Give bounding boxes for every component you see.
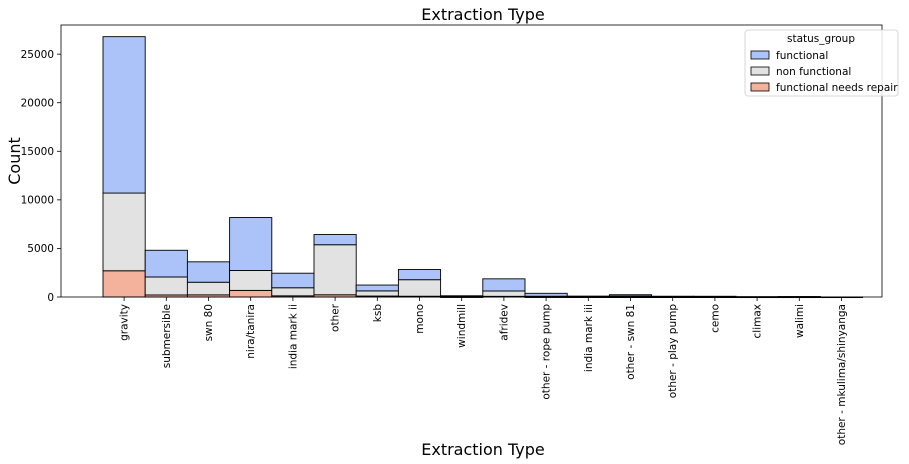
legend-label-functional-needs-repair: functional needs repair [776, 82, 898, 94]
bar-functional-6 [355, 284, 399, 292]
bar-non-functional-2 [186, 281, 231, 296]
y-tick-label: 15000 [21, 146, 54, 158]
y-tick-label: 0 [47, 292, 54, 304]
x-tick-label: mono [414, 304, 426, 334]
x-tick-label: ksb [372, 304, 384, 323]
bar-functional-1 [144, 249, 188, 278]
bar-functional-needs-repair-3 [229, 289, 273, 298]
bar-non-functional-1 [144, 276, 188, 296]
y-tick-label: 10000 [21, 195, 54, 207]
bar-functional-10 [524, 292, 568, 297]
legend-label-non-functional: non functional [776, 66, 851, 78]
bar-non-functional-5 [313, 244, 357, 296]
x-tick-label: swn 80 [203, 304, 215, 341]
bar-functional-4 [271, 272, 315, 289]
chart-title: Extraction Type [421, 5, 545, 24]
bar-functional-12 [608, 294, 653, 297]
x-tick-label: cemo [709, 304, 721, 333]
bar-non-functional-4 [271, 287, 315, 297]
x-axis: gravity submersible swn 80 nira/tanira india… [119, 297, 848, 445]
bar-functional-2 [186, 261, 231, 283]
legend-box [744, 29, 899, 97]
x-tick-label: india mark iii [583, 304, 595, 372]
x-tick-label: nira/tanira [245, 304, 257, 359]
x-tick-label: afridev [498, 304, 510, 341]
legend-title: status_group [787, 33, 855, 45]
x-tick-label: other - mkulima/shinyanga [836, 304, 848, 445]
y-tick-label: 20000 [21, 98, 54, 110]
bar-functional-5 [313, 234, 357, 246]
legend-swatch-functional [750, 50, 770, 60]
legend: status_group functional non functional fun… [744, 29, 899, 97]
bar-functional-3 [229, 217, 273, 271]
x-axis-label: Extraction Type [421, 440, 545, 459]
legend-swatch-non-functional [750, 66, 770, 76]
bar-non-functional-6 [355, 290, 399, 297]
x-tick-label: other - rope pump [541, 304, 553, 400]
legend-label-functional: functional [776, 50, 828, 62]
x-tick-label: gravity [119, 304, 131, 341]
x-tick-label: other - swn 81 [625, 304, 637, 380]
bar-functional-needs-repair-0 [102, 270, 146, 298]
x-tick-label: climax [752, 304, 764, 338]
bar-functional-9 [482, 278, 526, 292]
x-tick-label: other - play pump [667, 304, 679, 399]
x-tick-label: walimi [794, 304, 806, 338]
bar-functional-8 [440, 295, 484, 297]
y-tick-label: 25000 [21, 49, 54, 61]
x-tick-label: windmill [456, 304, 468, 348]
bar-functional-0 [102, 36, 146, 194]
x-tick-label: submersible [161, 304, 173, 368]
plot-frame [60, 24, 883, 298]
x-tick-label: other [330, 303, 342, 332]
legend-swatch-functional-needs-repair [750, 82, 770, 92]
y-axis: 0 5000 10000 15000 20000 25000 [21, 49, 61, 304]
y-axis-label: Count [5, 137, 24, 185]
bar-non-functional-9 [482, 290, 526, 297]
bars-group [102, 36, 864, 299]
bar-non-functional-3 [229, 270, 273, 291]
bar-non-functional-7 [397, 279, 442, 297]
y-tick-label: 5000 [27, 243, 54, 255]
x-tick-label: india mark ii [287, 304, 299, 369]
bar-non-functional-0 [102, 192, 146, 272]
bar-functional-7 [397, 269, 442, 281]
